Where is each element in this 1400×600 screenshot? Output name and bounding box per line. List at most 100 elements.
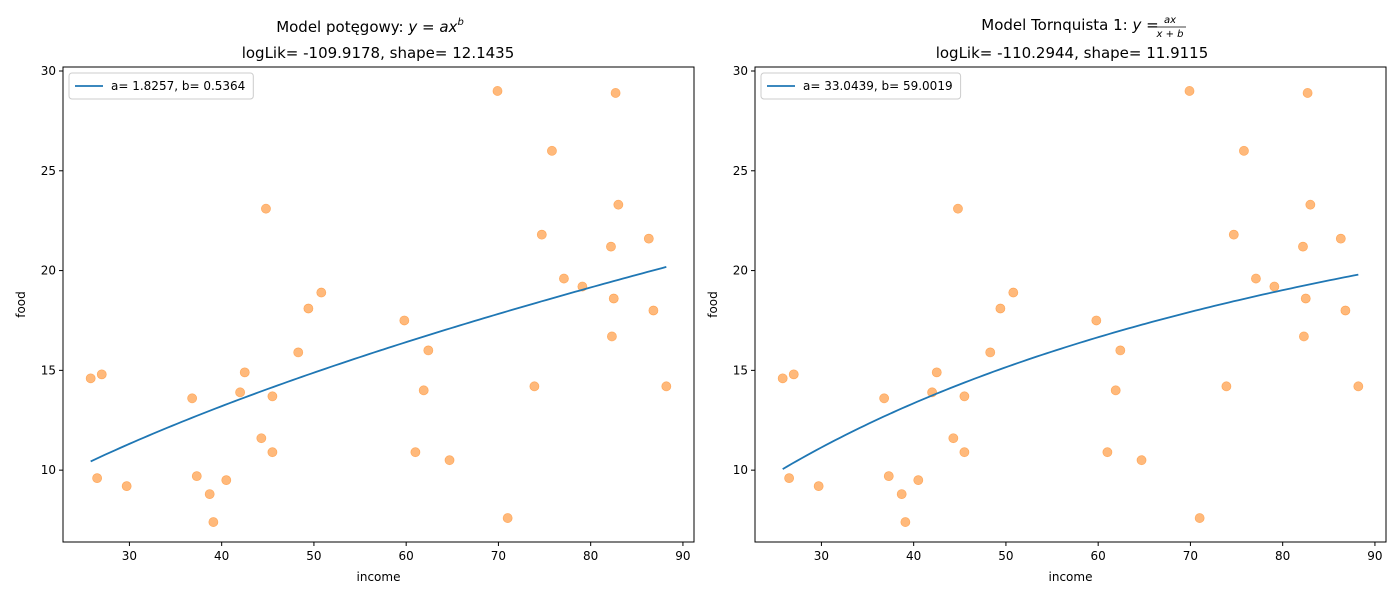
chart-1-y-tick-label: 30 bbox=[41, 64, 56, 78]
chart-2-data-point bbox=[1194, 513, 1205, 523]
chart-1-title: Model potęgowy: y = axb bbox=[276, 17, 464, 36]
chart-2-data-point bbox=[995, 303, 1006, 314]
chart-2-y-tick-label: 25 bbox=[733, 164, 748, 178]
chart-1-points bbox=[85, 86, 672, 527]
chart-1-x-tick-label: 70 bbox=[491, 549, 506, 563]
chart-1-data-point bbox=[613, 199, 624, 210]
chart-1-data-point bbox=[410, 447, 421, 458]
chart-1-data-point bbox=[121, 481, 132, 492]
chart-1-data-point bbox=[96, 369, 107, 380]
chart-2-subtitle: logLik= -110.2944, shape= 11.9115 bbox=[936, 44, 1209, 62]
chart-2-title: Model Tornquista 1: y = bbox=[981, 16, 1158, 34]
chart-2-data-point bbox=[1251, 273, 1261, 284]
chart-2-data-point bbox=[1102, 447, 1113, 458]
chart-2-x-axis-label: income bbox=[1049, 570, 1093, 584]
chart-2-x-tick-label: 60 bbox=[1091, 549, 1106, 563]
chart-2-legend-label: a= 33.0439, b= 59.0019 bbox=[803, 79, 953, 93]
chart-2-y-tick-label: 20 bbox=[733, 264, 748, 278]
chart-2-points bbox=[777, 86, 1364, 527]
chart-2-data-point bbox=[883, 471, 894, 482]
chart-2-data-point bbox=[900, 517, 911, 527]
chart-1-data-point bbox=[239, 367, 250, 378]
chart-1-data-point bbox=[316, 287, 327, 298]
chart-1-y-tick-label: 15 bbox=[41, 363, 56, 377]
chart-1-y-tick-label: 20 bbox=[41, 264, 56, 278]
chart-1-data-point bbox=[529, 381, 540, 392]
chart-2-data-point bbox=[1269, 281, 1280, 292]
chart-2-fit-curve bbox=[782, 273, 1359, 470]
chart-1-data-point bbox=[261, 203, 271, 214]
chart-2-data-point bbox=[813, 481, 824, 492]
chart-1-data-point bbox=[661, 381, 672, 392]
chart-2-title-fraction-numerator: ax bbox=[1164, 15, 1176, 26]
chart-2-data-point bbox=[1340, 305, 1351, 316]
chart-1-data-point bbox=[502, 513, 513, 523]
chart-1-data-point bbox=[610, 88, 621, 98]
chart-2-data-point bbox=[784, 473, 795, 484]
chart-1-data-point bbox=[607, 331, 617, 342]
chart-2-data-point bbox=[1136, 455, 1147, 466]
chart-2-y-tick-label: 15 bbox=[733, 363, 748, 377]
chart-1-data-point bbox=[648, 305, 659, 316]
chart-1-data-point bbox=[423, 345, 434, 356]
chart-2-data-point bbox=[931, 367, 942, 378]
chart-1-data-point bbox=[208, 517, 219, 527]
chart-1-x-tick-label: 60 bbox=[399, 549, 414, 563]
chart-1-x-tick-label: 80 bbox=[583, 549, 598, 563]
chart-1-legend: a= 1.8257, b= 0.5364 bbox=[68, 72, 254, 100]
chart-2-x-tick-label: 70 bbox=[1183, 549, 1198, 563]
chart-2-data-point bbox=[1110, 385, 1121, 396]
chart-1-data-point bbox=[444, 455, 455, 466]
chart-1-subtitle: logLik= -109.9178, shape= 12.1435 bbox=[242, 44, 515, 62]
chart-1-x-tick-label: 30 bbox=[122, 549, 137, 563]
chart-2-x-tick-label: 40 bbox=[906, 549, 921, 563]
chart-1-data-point bbox=[606, 241, 616, 252]
chart-1-x-tick-label: 40 bbox=[214, 549, 229, 563]
chart-1-data-point bbox=[547, 145, 557, 156]
chart-2-data-point bbox=[1091, 315, 1102, 326]
chart-1-data-point bbox=[267, 391, 278, 402]
chart-1-data-point bbox=[418, 385, 429, 396]
chart-1-x-axis-label: income bbox=[357, 570, 401, 584]
chart-1-data-point bbox=[191, 471, 202, 482]
chart-2-data-point bbox=[1239, 145, 1249, 156]
chart-1-y-axis-label: food bbox=[14, 291, 28, 318]
chart-2-data-point bbox=[1335, 233, 1346, 244]
chart-2-data-point bbox=[1299, 331, 1309, 342]
chart-1-data-point bbox=[187, 393, 198, 404]
chart-1-data-point bbox=[92, 473, 103, 484]
chart-2-data-point bbox=[1300, 293, 1311, 304]
chart-2-data-point bbox=[959, 447, 970, 458]
chart-1-data-point bbox=[643, 233, 654, 244]
chart-2-data-point bbox=[913, 475, 924, 486]
chart-2-axes-frame bbox=[754, 66, 1387, 543]
chart-2-data-point bbox=[948, 433, 959, 444]
chart-1-x-tick-label: 90 bbox=[675, 549, 690, 563]
chart-1-data-point bbox=[608, 293, 619, 304]
chart-1-x-tick-label: 50 bbox=[306, 549, 321, 563]
chart-2-legend: a= 33.0439, b= 59.0019 bbox=[760, 72, 962, 100]
chart-2-title-fraction-denominator: x + b bbox=[1155, 29, 1183, 40]
chart-1-fit-curve bbox=[90, 266, 667, 463]
chart-2-data-point bbox=[953, 203, 963, 214]
chart-1-axes-frame bbox=[62, 66, 695, 543]
chart-2-data-point bbox=[1184, 86, 1195, 96]
chart-2-data-point bbox=[788, 369, 799, 380]
chart-1-data-point bbox=[267, 447, 278, 458]
chart-2-data-point bbox=[1221, 381, 1232, 392]
chart-1-data-point bbox=[293, 347, 304, 358]
chart-1-data-point bbox=[85, 373, 96, 384]
chart-2-data-point bbox=[985, 347, 996, 358]
chart-2-data-point bbox=[879, 393, 890, 404]
chart-1-data-point bbox=[256, 433, 267, 444]
chart-1-legend-box bbox=[68, 72, 254, 100]
chart-2-data-point bbox=[777, 373, 788, 384]
chart-2-data-point bbox=[1353, 381, 1364, 392]
chart-1-legend-label: a= 1.8257, b= 0.5364 bbox=[111, 79, 245, 93]
chart-1-y-tick-label: 10 bbox=[41, 463, 56, 477]
chart-1-data-point bbox=[303, 303, 314, 314]
chart-2-legend-box bbox=[760, 72, 962, 100]
chart-1-data-point bbox=[559, 273, 569, 284]
